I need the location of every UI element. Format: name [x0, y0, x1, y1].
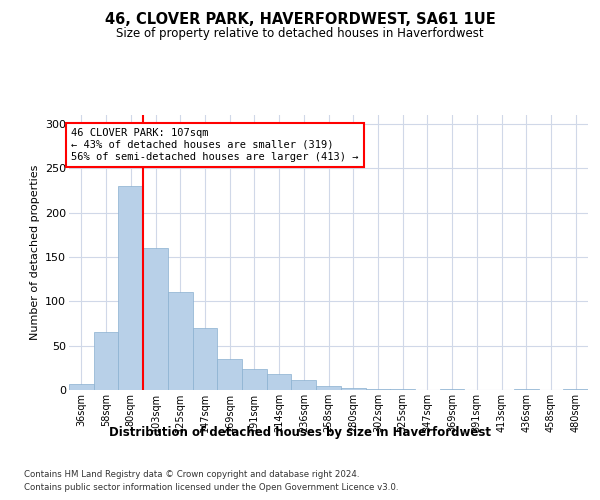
- Bar: [118, 186, 143, 390]
- Bar: [316, 386, 341, 390]
- Text: 46 CLOVER PARK: 107sqm
← 43% of detached houses are smaller (319)
56% of semi-de: 46 CLOVER PARK: 107sqm ← 43% of detached…: [71, 128, 359, 162]
- Text: Contains HM Land Registry data © Crown copyright and database right 2024.: Contains HM Land Registry data © Crown c…: [24, 470, 359, 479]
- Text: 46, CLOVER PARK, HAVERFORDWEST, SA61 1UE: 46, CLOVER PARK, HAVERFORDWEST, SA61 1UE: [104, 12, 496, 28]
- Bar: [292, 380, 316, 390]
- Bar: [217, 359, 242, 390]
- Bar: [193, 328, 217, 390]
- Bar: [390, 389, 415, 390]
- Bar: [365, 389, 390, 390]
- Bar: [341, 388, 365, 390]
- Text: Size of property relative to detached houses in Haverfordwest: Size of property relative to detached ho…: [116, 28, 484, 40]
- Text: Contains public sector information licensed under the Open Government Licence v3: Contains public sector information licen…: [24, 482, 398, 492]
- Bar: [69, 384, 94, 390]
- Bar: [94, 332, 118, 390]
- Bar: [168, 292, 193, 390]
- Bar: [242, 368, 267, 390]
- Bar: [514, 389, 539, 390]
- Bar: [440, 389, 464, 390]
- Y-axis label: Number of detached properties: Number of detached properties: [29, 165, 40, 340]
- Bar: [563, 389, 588, 390]
- Bar: [267, 374, 292, 390]
- Text: Distribution of detached houses by size in Haverfordwest: Distribution of detached houses by size …: [109, 426, 491, 439]
- Bar: [143, 248, 168, 390]
